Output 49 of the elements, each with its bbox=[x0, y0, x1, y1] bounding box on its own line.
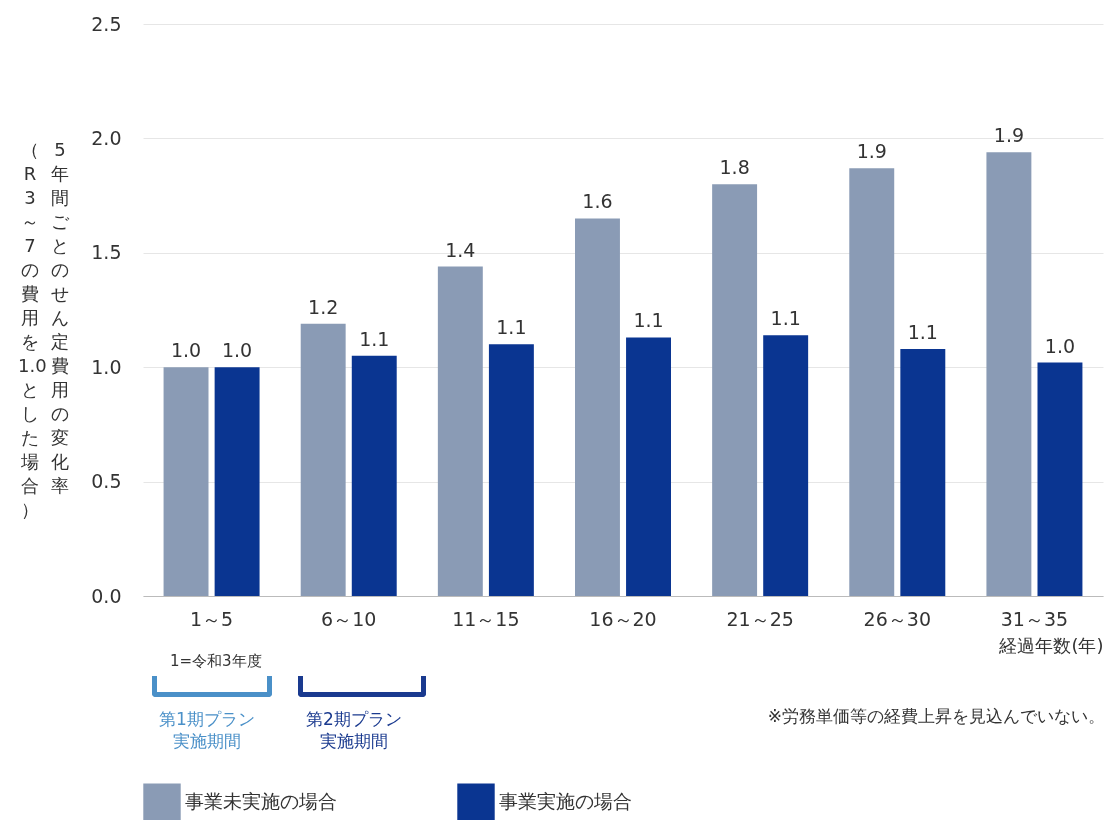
data-label: 1.0 bbox=[170, 339, 202, 362]
data-label: 1.9 bbox=[856, 140, 887, 163]
y-tick-label: 2.5 bbox=[91, 12, 122, 35]
bar bbox=[1037, 362, 1083, 596]
text: 5年間ごとのせん定費用の変化率（R3～7の費用を1.0とした場合） bbox=[18, 139, 69, 520]
bar bbox=[763, 335, 809, 596]
y-tick-label: 1.5 bbox=[91, 241, 122, 264]
legend-label: 事業実施の場合 bbox=[499, 790, 632, 813]
bar bbox=[986, 152, 1032, 596]
data-label: 1.4 bbox=[445, 238, 476, 261]
x-axis-title: 経過年数(年) bbox=[998, 634, 1104, 656]
x-tick-label: 6～10 bbox=[321, 607, 377, 630]
y-tick-label: 0.5 bbox=[91, 470, 122, 493]
y-tick-label: 1.0 bbox=[91, 355, 122, 378]
data-label: 1.1 bbox=[496, 316, 527, 339]
data-label: 1.0 bbox=[1044, 334, 1076, 357]
bar bbox=[488, 344, 534, 596]
text: ※労務単価等の経費上昇を見込んでいない。 bbox=[767, 705, 1105, 728]
x-tick-label: 11～15 bbox=[452, 607, 520, 630]
bar bbox=[300, 323, 346, 596]
data-label: 1.1 bbox=[907, 320, 938, 343]
bar bbox=[437, 266, 483, 596]
bar bbox=[351, 355, 397, 596]
data-label: 1.9 bbox=[993, 124, 1025, 147]
data-label: 1.1 bbox=[770, 307, 801, 330]
bar bbox=[712, 184, 758, 596]
bar bbox=[214, 367, 260, 596]
data-label: 1.8 bbox=[719, 156, 750, 179]
y-tick-label: 0.0 bbox=[91, 584, 122, 607]
bar bbox=[900, 348, 946, 596]
data-label: 1.0 bbox=[221, 339, 253, 362]
bar bbox=[626, 337, 671, 596]
data-label: 1.1 bbox=[359, 327, 390, 350]
x-tick-label: 21～25 bbox=[726, 607, 794, 630]
data-label: 1.1 bbox=[633, 309, 664, 332]
x-tick-label: 16～20 bbox=[589, 607, 657, 630]
x-tick-label: 26～30 bbox=[863, 607, 931, 630]
legend-label: 事業未実施の場合 bbox=[185, 790, 337, 813]
text: 第2期プラン実施期間 bbox=[305, 708, 403, 753]
x-tick-label: 1～5 bbox=[189, 607, 234, 630]
text: 1=令和3年度 bbox=[170, 652, 262, 672]
text: 第1期プラン実施期間 bbox=[158, 708, 256, 753]
y-tick-label: 2.0 bbox=[91, 126, 122, 149]
bar bbox=[849, 168, 895, 596]
bar bbox=[163, 367, 209, 596]
x-tick-label: 31～35 bbox=[1000, 607, 1069, 630]
data-label: 1.6 bbox=[582, 190, 613, 213]
data-label: 1.2 bbox=[308, 295, 339, 318]
bar bbox=[575, 218, 620, 596]
